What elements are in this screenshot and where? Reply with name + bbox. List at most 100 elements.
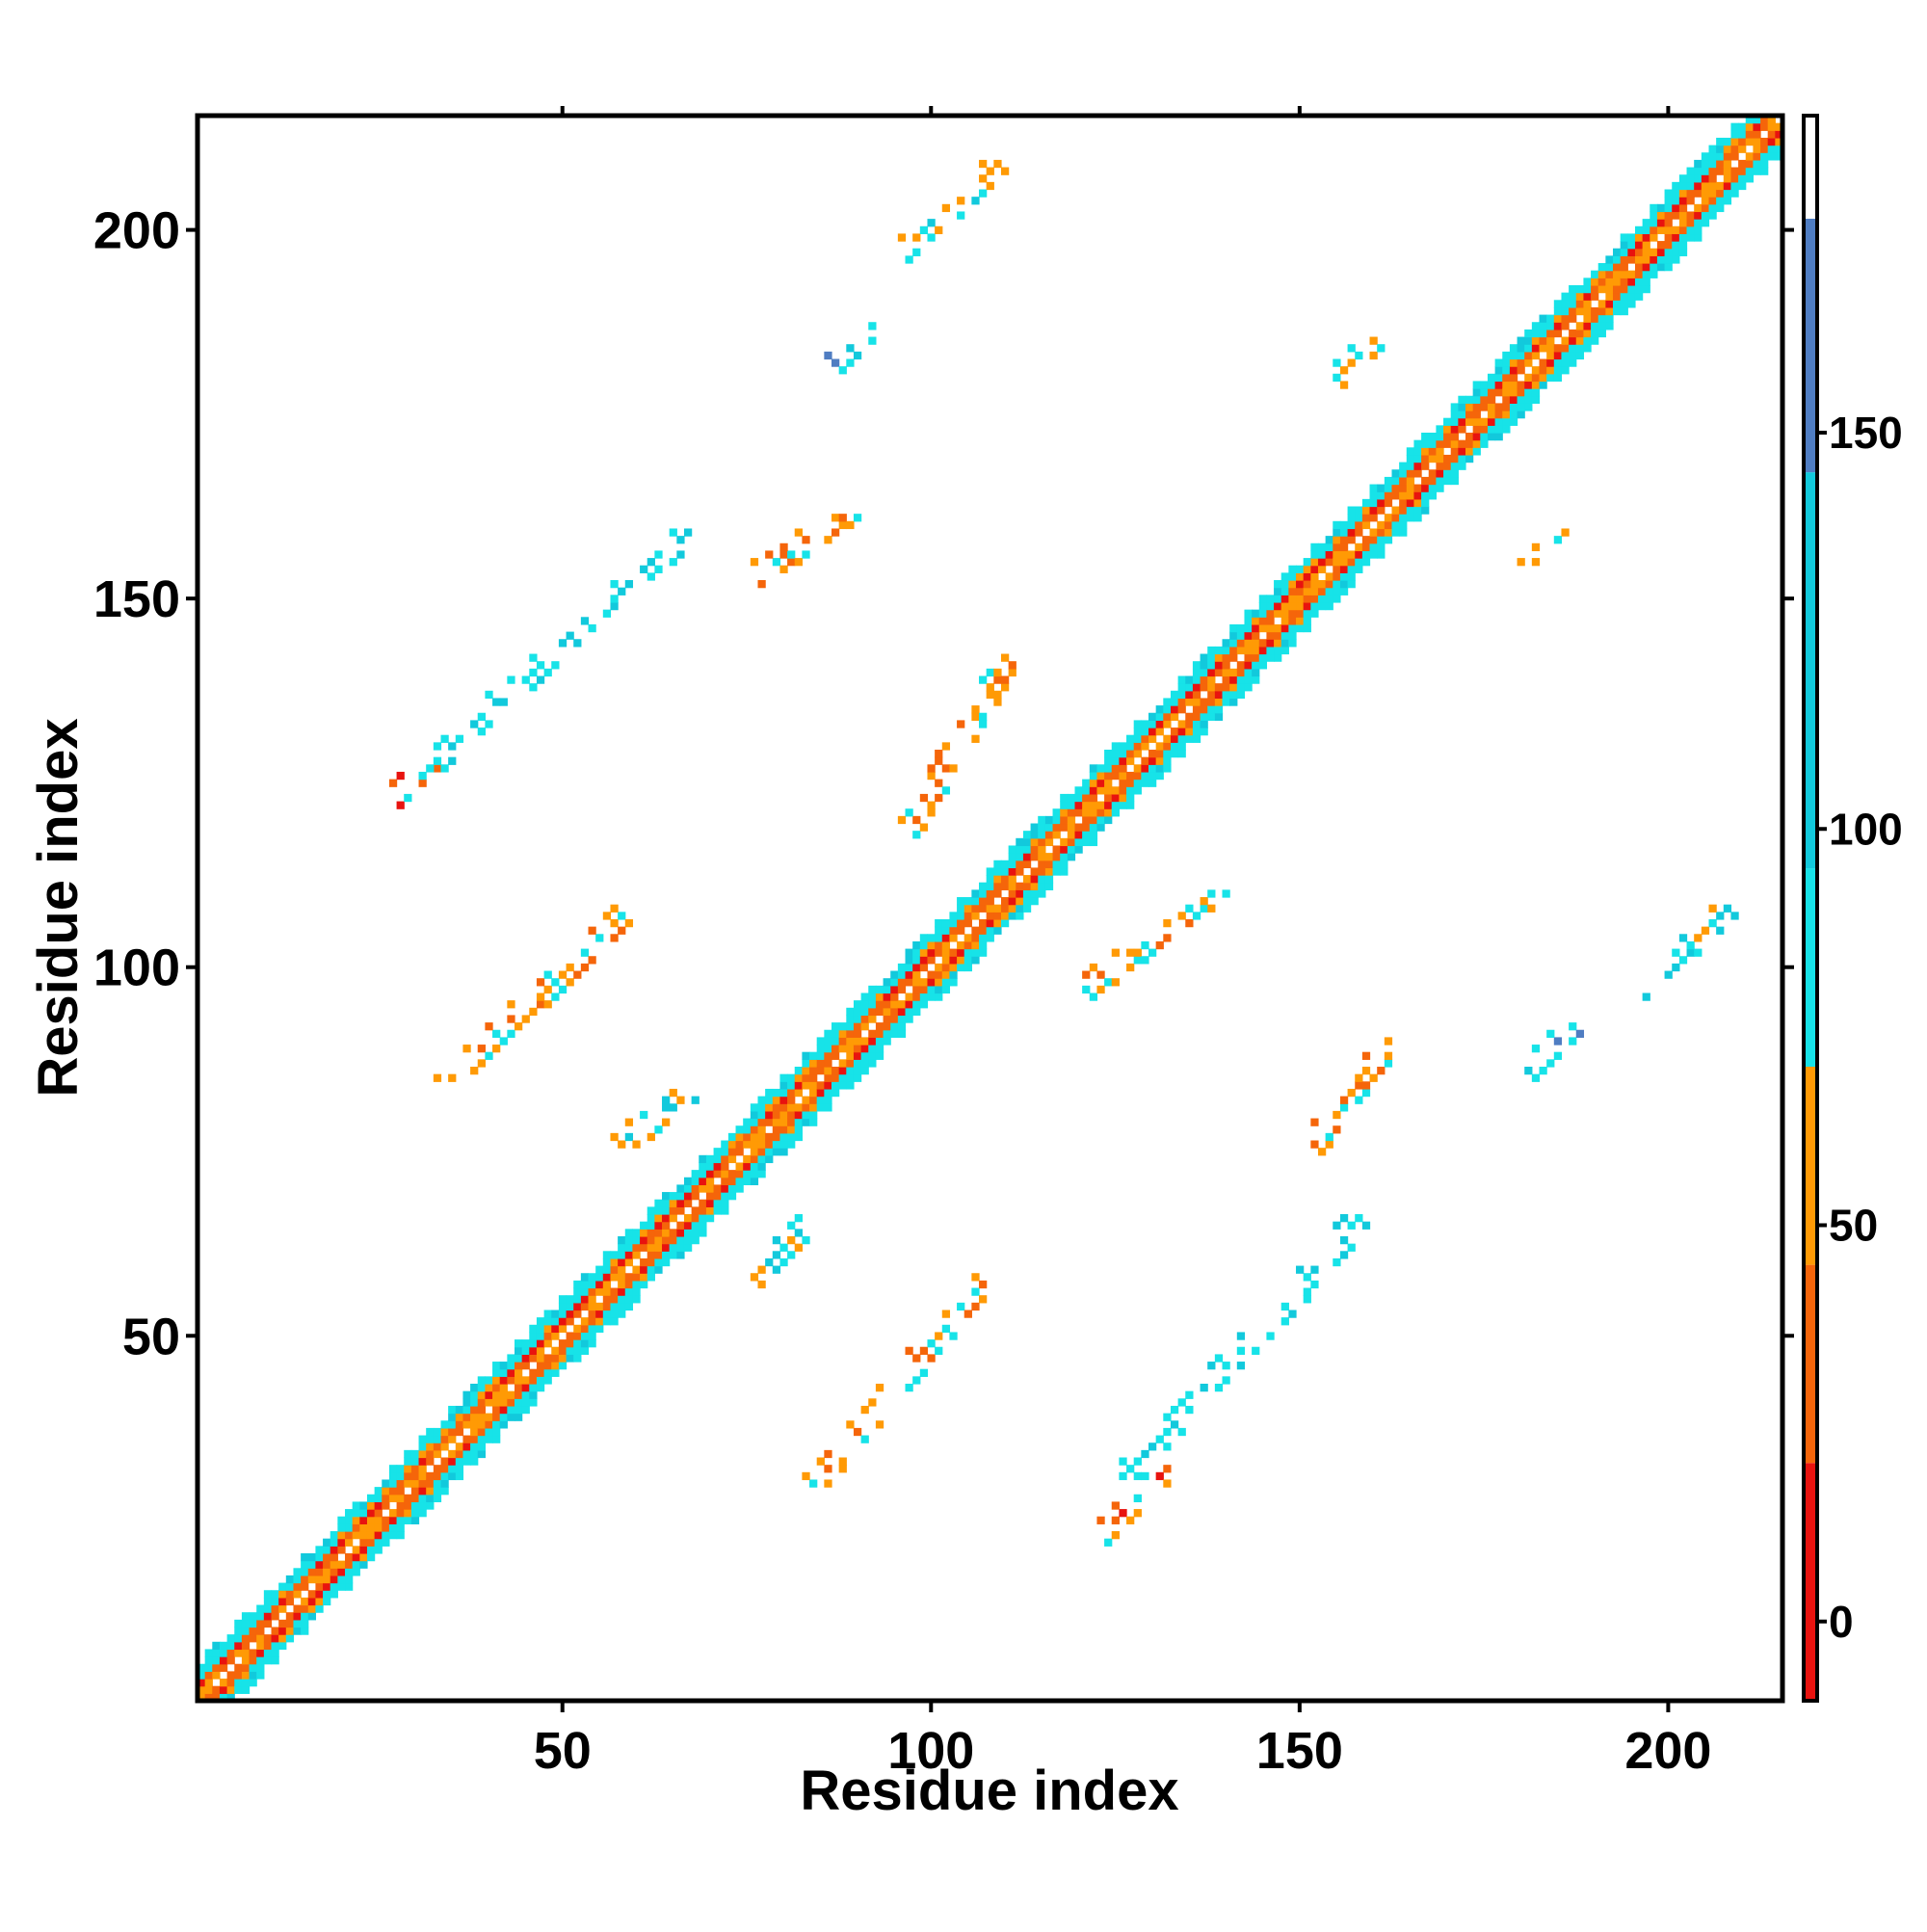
heatmap-cell: [1480, 417, 1489, 426]
heatmap-cell: [1200, 897, 1208, 906]
heatmap-cell: [1642, 284, 1650, 294]
heatmap-cell: [993, 912, 1002, 920]
heatmap-cell: [691, 1192, 700, 1201]
heatmap-cell: [824, 1088, 832, 1098]
heatmap-cell: [426, 1435, 435, 1443]
heatmap-cell: [359, 1509, 368, 1518]
heatmap-cell: [993, 867, 1002, 876]
heatmap-cell: [1155, 940, 1164, 950]
heatmap-cell: [1082, 815, 1091, 825]
heatmap-cell: [1258, 601, 1268, 611]
heatmap-cell: [669, 1103, 677, 1112]
heatmap-cell: [779, 1088, 788, 1098]
heatmap-cell: [1701, 203, 1710, 213]
heatmap-cell: [1236, 668, 1246, 677]
heatmap-cell: [1347, 506, 1356, 515]
heatmap-cell: [374, 1538, 383, 1547]
heatmap-cell: [410, 1487, 420, 1495]
heatmap-cell: [1333, 536, 1341, 544]
heatmap-cell: [1443, 454, 1452, 463]
colorbar-band: [1804, 116, 1817, 219]
heatmap-cell: [1450, 417, 1459, 426]
heatmap-cell: [580, 948, 590, 957]
heatmap-cell: [757, 1280, 766, 1289]
heatmap-cell: [602, 912, 612, 920]
heatmap-cell: [529, 1332, 538, 1340]
heatmap-cell: [957, 720, 965, 728]
heatmap-cell: [440, 1435, 449, 1443]
heatmap-cell: [485, 1022, 493, 1031]
heatmap-cell: [824, 1051, 832, 1060]
heatmap-cell: [832, 358, 840, 367]
heatmap-cell: [396, 1465, 405, 1473]
heatmap-cell: [683, 1229, 693, 1237]
heatmap-cell: [1480, 439, 1489, 448]
heatmap-cell: [477, 1059, 486, 1068]
heatmap-cell: [809, 1088, 818, 1098]
heatmap-cell: [691, 1096, 700, 1104]
heatmap-cell: [927, 948, 936, 957]
heatmap-cell: [832, 1073, 840, 1082]
heatmap-cell: [470, 1427, 479, 1437]
heatmap-cell: [507, 1362, 515, 1370]
heatmap-cell: [212, 1656, 221, 1665]
heatmap-cell: [1708, 904, 1717, 913]
heatmap-cell: [1465, 439, 1474, 448]
heatmap-cell: [1605, 278, 1614, 286]
heatmap-cell: [337, 1575, 346, 1584]
heatmap-cell: [632, 1251, 641, 1259]
heatmap-cell: [905, 1000, 913, 1009]
heatmap-cell: [1148, 756, 1157, 765]
heatmap-cell: [757, 580, 766, 589]
heatmap-cell: [345, 1575, 354, 1584]
heatmap-cell: [462, 1449, 471, 1459]
heatmap-cell: [455, 1420, 464, 1429]
heatmap-cell: [1141, 734, 1149, 743]
heatmap-cell: [632, 1140, 641, 1149]
heatmap-cell: [919, 992, 929, 1001]
heatmap-cell: [1074, 808, 1083, 817]
heatmap-cell: [352, 1568, 360, 1576]
heatmap-cell: [1421, 462, 1430, 470]
heatmap-cell: [632, 1273, 641, 1282]
heatmap-cell: [1730, 145, 1739, 153]
heatmap-cell: [1252, 631, 1260, 640]
heatmap-cell: [1252, 609, 1260, 618]
heatmap-cell: [1369, 336, 1378, 345]
heatmap-cell: [1000, 653, 1010, 662]
heatmap-cell: [832, 1045, 840, 1053]
heatmap-cell: [485, 1427, 493, 1437]
heatmap-cell: [566, 1317, 574, 1326]
heatmap-cell: [1487, 388, 1496, 397]
heatmap-cell: [1310, 609, 1319, 618]
heatmap-cell: [662, 1251, 671, 1259]
heatmap-cell: [846, 1022, 855, 1031]
heatmap-cell: [846, 1037, 855, 1045]
heatmap-cell: [935, 756, 943, 765]
heatmap-cell: [971, 904, 980, 913]
heatmap-cell: [1303, 1287, 1311, 1296]
heatmap-cell: [957, 197, 965, 205]
heatmap-cell: [1163, 756, 1172, 765]
heatmap-cell: [404, 1494, 412, 1503]
heatmap-cell: [1303, 623, 1311, 633]
heatmap-cell: [654, 1206, 663, 1215]
heatmap-cell: [853, 1029, 862, 1038]
heatmap-cell: [1413, 439, 1422, 448]
heatmap-cell: [1361, 536, 1371, 544]
heatmap-cell: [1569, 351, 1577, 360]
heatmap-cell: [588, 1273, 596, 1282]
heatmap-cell: [1222, 1362, 1230, 1370]
heatmap-cell: [1369, 491, 1378, 500]
heatmap-cell: [772, 1125, 781, 1134]
heatmap-cell: [1038, 831, 1046, 839]
heatmap-cell: [824, 1096, 832, 1104]
heatmap-cell: [462, 1390, 471, 1399]
heatmap-cell: [957, 904, 965, 913]
heatmap-cell: [1317, 587, 1327, 595]
heatmap-cell: [198, 1663, 206, 1672]
heatmap-cell: [1192, 661, 1201, 670]
y-tick-label: 100: [93, 940, 180, 997]
heatmap-cell: [1280, 580, 1289, 589]
heatmap-cell: [1399, 528, 1408, 537]
